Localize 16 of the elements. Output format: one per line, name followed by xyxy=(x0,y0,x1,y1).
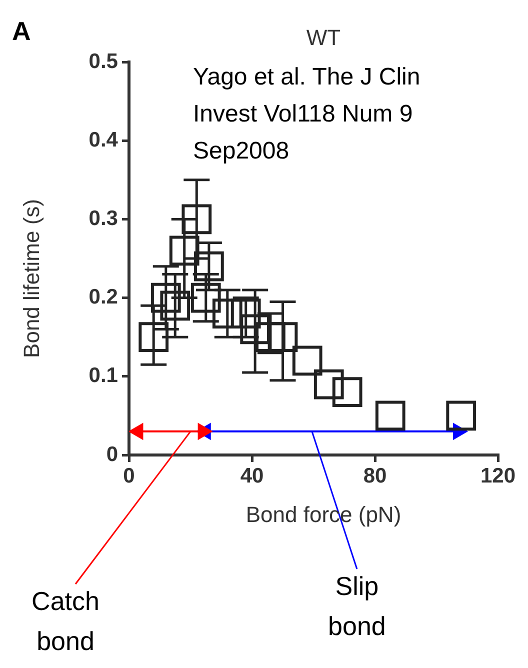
y-tick-label: 0.4 xyxy=(88,128,118,152)
text: A xyxy=(12,16,31,46)
text: Catch bond xyxy=(32,586,100,656)
y-tick-label: 0.1 xyxy=(88,364,118,388)
y-tick-label: 0.3 xyxy=(88,206,118,230)
chart-title: WT xyxy=(306,25,341,50)
x-tick-label: 80 xyxy=(363,464,387,488)
y-tick-label: 0.2 xyxy=(88,286,118,309)
x-tick-label: 0 xyxy=(123,464,135,488)
x-tick-label: 120 xyxy=(480,464,516,488)
text: Slip bond xyxy=(328,571,386,642)
y-axis-title: Bond lifetime (s) xyxy=(19,199,44,358)
annotation: Yago et al. The J Clin Invest Vol118 Num 9 Sep2008 xyxy=(193,64,420,165)
y-tick-label: 0.5 xyxy=(88,50,118,73)
y-tick-label: 0 xyxy=(106,442,118,466)
x-tick-label: 40 xyxy=(240,464,264,488)
